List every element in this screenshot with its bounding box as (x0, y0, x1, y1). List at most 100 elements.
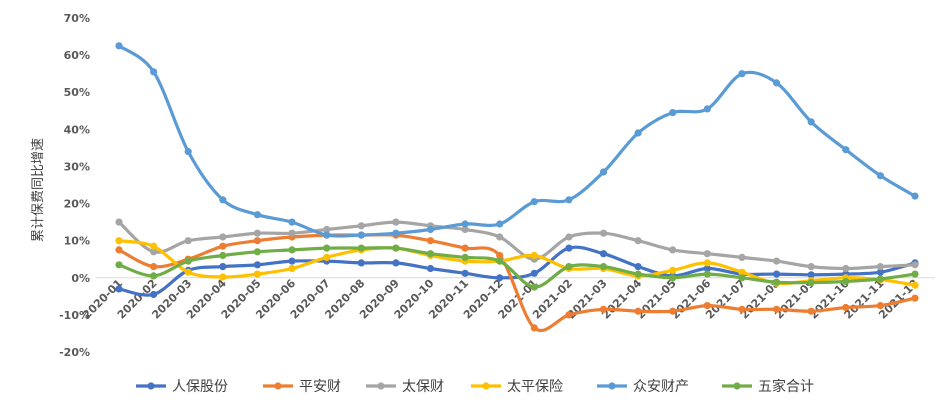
legend-label: 太平保险 (507, 379, 563, 395)
data-point (807, 118, 815, 126)
data-point (115, 42, 123, 50)
data-point (288, 264, 296, 273)
data-point (357, 259, 365, 267)
data-point (184, 268, 192, 276)
data-point (599, 250, 608, 258)
data-point (392, 229, 400, 237)
data-point (219, 242, 227, 250)
data-point (253, 248, 261, 256)
data-point (426, 237, 435, 245)
y-tick-label: 50% (64, 86, 90, 99)
data-point (634, 307, 642, 315)
data-point (669, 246, 677, 254)
data-point (219, 233, 227, 241)
legend-swatch-marker (377, 382, 385, 390)
data-point (253, 237, 261, 245)
legend-label: 人保股份 (172, 379, 228, 395)
data-point (599, 229, 608, 237)
data-point (773, 278, 781, 286)
data-point (496, 274, 504, 282)
data-point (461, 269, 469, 277)
data-point (115, 237, 123, 245)
data-point (150, 272, 158, 280)
data-point (842, 264, 850, 273)
data-point (288, 246, 296, 254)
data-point (876, 275, 885, 283)
y-tick-label: -20% (59, 346, 90, 359)
series-line (117, 246, 917, 289)
data-point (703, 302, 711, 310)
legend-label: 太保财 (402, 379, 444, 395)
data-point (876, 172, 885, 180)
data-point (115, 261, 123, 269)
data-point (565, 233, 573, 241)
data-point (323, 231, 331, 239)
y-axis-label: 累计保费同比增速 (31, 138, 46, 242)
series-4 (115, 42, 919, 239)
data-point (911, 261, 919, 269)
data-point (357, 244, 365, 252)
data-point (807, 307, 815, 315)
data-point (184, 148, 192, 156)
y-tick-label: 30% (64, 160, 90, 173)
data-point (496, 257, 504, 265)
data-point (496, 251, 504, 260)
data-point (288, 229, 296, 237)
series-line (117, 44, 917, 238)
data-point (115, 246, 123, 254)
legend-swatch-marker (608, 382, 616, 390)
data-point (738, 274, 746, 282)
y-tick-label: 70% (64, 12, 90, 25)
y-tick-label: 20% (64, 198, 90, 211)
data-point (807, 279, 815, 287)
data-point (150, 290, 158, 299)
data-point (876, 302, 885, 310)
data-point (150, 242, 158, 250)
data-point (773, 305, 781, 313)
data-point (703, 250, 711, 258)
data-point (530, 269, 538, 277)
data-point (911, 270, 919, 278)
data-point (565, 196, 573, 204)
data-point (634, 263, 642, 271)
data-point (496, 233, 504, 241)
data-point (911, 294, 919, 302)
data-point (530, 198, 538, 206)
data-point (253, 229, 261, 237)
legend-item: 众安财产 (597, 379, 689, 395)
y-tick-label: 40% (64, 123, 90, 136)
data-point (530, 324, 538, 332)
series-2 (115, 218, 919, 273)
data-point (634, 237, 642, 245)
legend-item: 五家合计 (722, 378, 814, 395)
data-point (634, 270, 642, 278)
data-point (392, 244, 400, 252)
data-point (219, 196, 227, 204)
data-point (115, 218, 123, 226)
data-point (426, 225, 435, 234)
series-lines (115, 42, 919, 332)
legend-label: 五家合计 (758, 378, 814, 395)
legend-item: 太平保险 (471, 379, 563, 395)
legend: 人保股份 平安财 太保财 太平保险 众安财产 五家合计 (136, 378, 814, 395)
data-point (253, 261, 261, 269)
data-point (461, 253, 469, 261)
legend-label: 平安财 (299, 379, 341, 395)
data-point (669, 274, 677, 282)
series-line (117, 220, 917, 271)
data-point (599, 263, 608, 271)
data-point (184, 237, 192, 245)
data-point (807, 263, 815, 271)
data-point (565, 244, 573, 252)
data-point (738, 70, 746, 78)
data-point (426, 250, 435, 258)
data-point (150, 248, 158, 256)
data-point (219, 263, 227, 271)
data-point (703, 270, 711, 278)
data-point (738, 268, 746, 276)
data-point (219, 273, 227, 281)
data-point (876, 268, 885, 276)
legend-swatch-marker (733, 382, 741, 390)
data-point (807, 271, 815, 279)
